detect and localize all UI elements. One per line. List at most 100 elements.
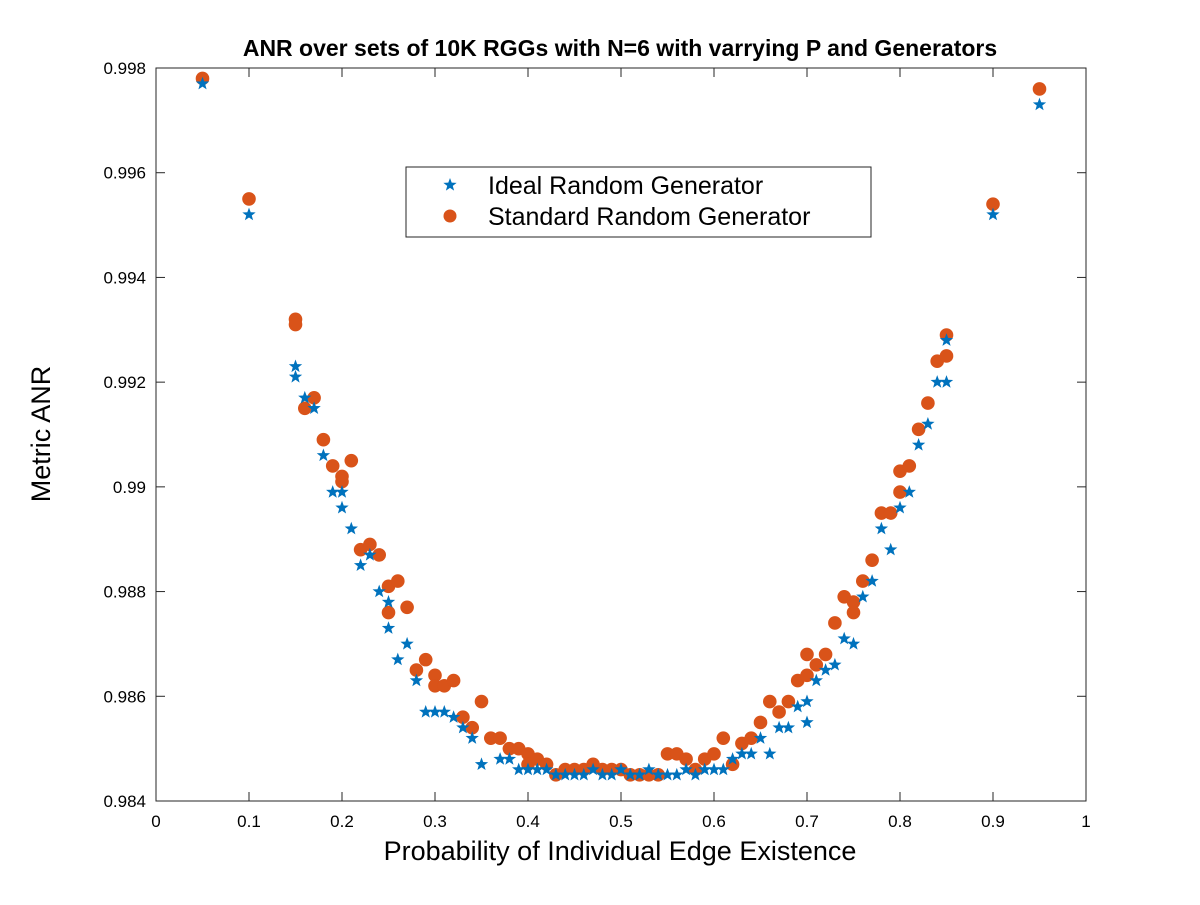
data-point-ideal (865, 574, 879, 587)
data-point-ideal (298, 390, 312, 404)
legend-circle-icon (443, 209, 457, 223)
data-point-ideal (651, 767, 665, 781)
series-ideal (195, 76, 1047, 781)
data-point-standard (335, 474, 349, 489)
y-axis-title: Metric ANR (26, 366, 56, 503)
data-point-standard (428, 668, 442, 683)
data-point-ideal (707, 762, 721, 776)
y-tick-label: 0.996 (103, 164, 146, 183)
data-point-standard (409, 663, 424, 677)
data-point-ideal (288, 359, 303, 373)
data-point-ideal (521, 762, 535, 776)
data-point-ideal (428, 704, 442, 718)
data-point-ideal (195, 76, 210, 90)
data-point-standard (753, 715, 768, 730)
data-point-ideal (679, 762, 693, 776)
data-point-ideal (400, 636, 414, 650)
data-point-standard (428, 679, 442, 693)
data-point-ideal (939, 375, 954, 388)
data-point-standard (716, 731, 731, 745)
data-point-standard (484, 731, 498, 745)
data-point-ideal (632, 767, 647, 781)
data-point-ideal (539, 762, 554, 776)
x-axis-title: Probability of Individual Edge Existence (384, 836, 857, 866)
data-point-standard (772, 705, 786, 719)
y-tick-label: 0.992 (103, 373, 146, 392)
x-tick-label: 0.9 (981, 812, 1005, 831)
data-point-ideal (753, 731, 768, 744)
data-point-standard (660, 747, 675, 761)
data-point-ideal (818, 663, 833, 676)
legend-star-icon (443, 178, 457, 191)
data-point-ideal (344, 521, 358, 535)
data-point-standard (865, 553, 879, 567)
data-point-ideal (493, 752, 507, 765)
x-tick-label: 0.5 (609, 812, 633, 831)
data-point-standard (883, 506, 898, 520)
data-point-standard (242, 192, 256, 206)
data-point-ideal (772, 720, 786, 734)
x-tick-label: 0.8 (888, 812, 912, 831)
data-point-ideal (316, 448, 331, 462)
legend-label-standard: Standard Random Generator (488, 203, 810, 231)
data-point-standard (921, 396, 935, 410)
data-point-ideal (335, 485, 349, 498)
data-point-standard (456, 710, 470, 725)
data-point-standard (800, 647, 814, 662)
y-tick-label: 0.988 (103, 583, 146, 602)
data-point-ideal (419, 704, 433, 718)
data-point-ideal (242, 207, 256, 221)
data-point-standard (846, 595, 861, 609)
data-point-standard (307, 391, 321, 405)
data-point-standard (846, 605, 861, 620)
data-point-standard (391, 574, 405, 588)
data-point-ideal (363, 547, 377, 561)
data-point-standard (288, 317, 303, 332)
data-point-ideal (884, 542, 898, 556)
data-point-standard (363, 537, 377, 552)
x-tick-label: 0.4 (516, 812, 540, 831)
data-point-standard (902, 459, 917, 473)
data-point-ideal (744, 746, 758, 760)
y-tick-label: 0.99 (113, 478, 146, 497)
data-point-ideal (642, 762, 656, 776)
data-point-standard (316, 432, 331, 447)
data-point-ideal (688, 767, 703, 781)
data-point-standard (642, 768, 656, 782)
data-point-ideal (698, 762, 712, 776)
data-point-ideal (372, 584, 386, 598)
data-point-standard (809, 658, 824, 672)
data-point-standard (400, 600, 414, 615)
legend[interactable]: Ideal Random Generator Standard Random G… (405, 166, 872, 238)
data-point-standard (828, 616, 842, 630)
x-tick-label: 0.1 (237, 812, 261, 831)
data-point-standard (502, 741, 517, 756)
data-point-ideal (846, 636, 861, 650)
data-point-ideal (465, 731, 479, 744)
data-point-ideal (670, 767, 684, 781)
data-point-ideal (614, 762, 628, 776)
data-point-standard (939, 349, 954, 363)
data-point-standard (986, 197, 1000, 211)
data-point-ideal (567, 767, 582, 781)
data-point-ideal (446, 710, 461, 723)
data-point-ideal (921, 417, 935, 430)
data-point-standard (679, 752, 693, 766)
x-tick-label: 0.6 (702, 812, 726, 831)
data-point-standard (344, 453, 359, 468)
data-point-ideal (911, 437, 926, 451)
data-point-ideal (456, 720, 470, 734)
data-point-standard (763, 694, 777, 709)
x-tick-label: 1 (1081, 812, 1090, 831)
data-point-standard (818, 647, 833, 662)
data-point-ideal (716, 762, 730, 776)
data-point-ideal (837, 631, 851, 645)
data-point-ideal (512, 762, 526, 776)
y-tick-label: 0.986 (103, 687, 146, 706)
data-point-ideal (725, 752, 740, 765)
data-point-standard (298, 401, 312, 416)
chart-title: ANR over sets of 10K RGGs with N=6 with … (243, 35, 997, 61)
x-tick-label: 0.3 (423, 812, 447, 831)
